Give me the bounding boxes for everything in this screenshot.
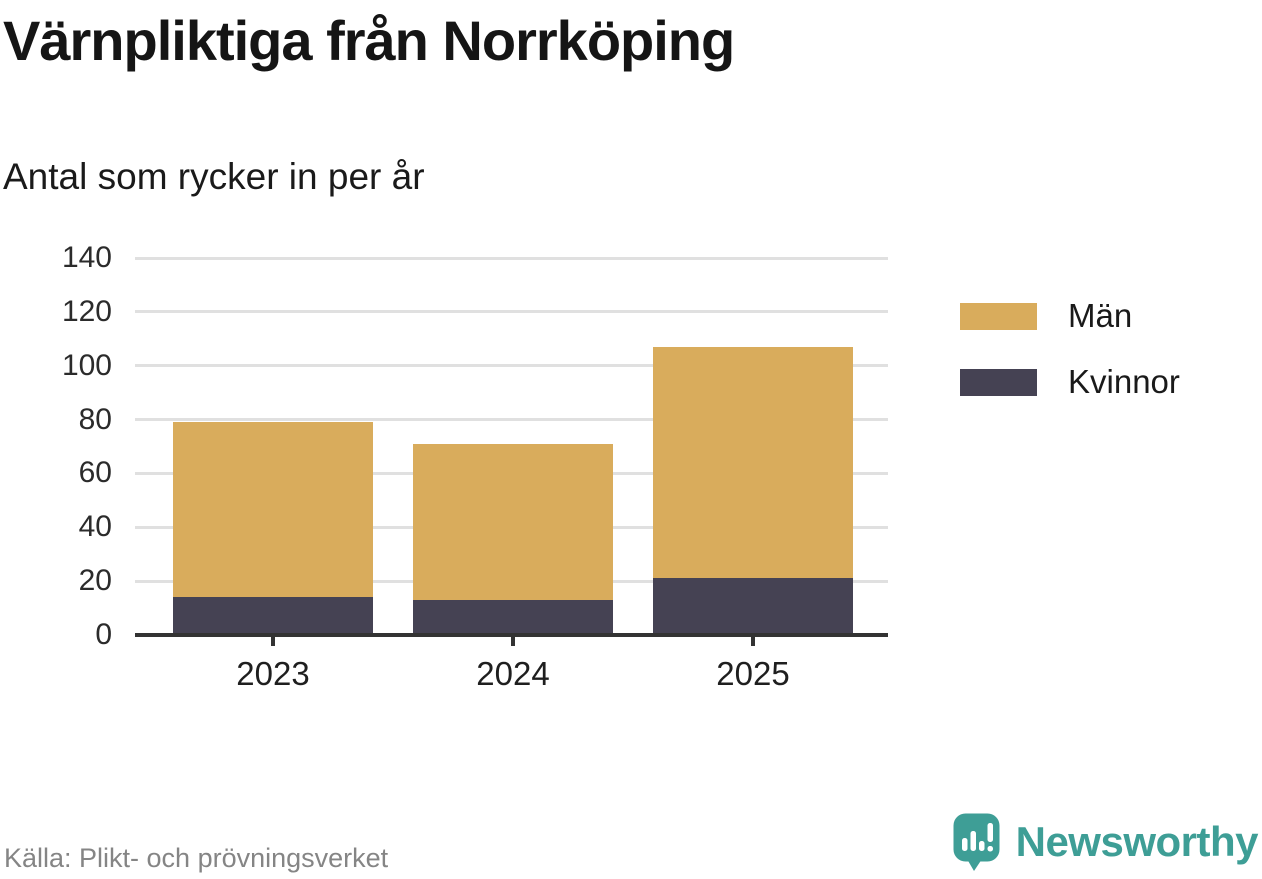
x-tick-label-2025: 2025 [716, 655, 790, 692]
source-credit: Källa: Plikt- och prövningsverket [4, 843, 389, 873]
y-tick-label-20: 20 [78, 564, 112, 598]
x-tick-2023 [271, 637, 275, 646]
bar-2023-kvinnor [173, 597, 373, 635]
chart-subtitle: Antal som rycker in per år [3, 156, 425, 197]
newsworthy-icon [953, 813, 1002, 871]
bar-2024-kvinnor [413, 600, 613, 635]
y-tick-label-0: 0 [95, 618, 112, 651]
legend-label-women: Kvinnor [1068, 363, 1180, 400]
plot-area [135, 256, 888, 635]
x-tick-label-2023: 2023 [236, 655, 310, 692]
y-tick-label-60: 60 [78, 456, 112, 490]
chart-title: Värnpliktiga från Norrköping [3, 9, 735, 72]
x-tick-2025 [751, 637, 755, 646]
bar-2024-man [413, 443, 613, 600]
bar-2025-kvinnor [653, 578, 853, 635]
gridline-140 [135, 256, 888, 260]
y-tick-label-140: 140 [61, 241, 112, 274]
x-tick-2024 [511, 637, 515, 646]
gridline-120 [135, 310, 888, 314]
gridline-80 [135, 418, 888, 422]
legend-swatch-women [960, 368, 1037, 396]
x-tick-label-2024: 2024 [476, 655, 550, 692]
legend-label-men: Män [1068, 297, 1133, 334]
legend-item-men: Män [960, 297, 1180, 335]
legend-item-women: Kvinnor [960, 363, 1180, 401]
bar-2023-man [173, 422, 373, 598]
gridline-100 [135, 364, 888, 368]
x-axis-line [135, 633, 888, 637]
bar-2025-man [653, 346, 853, 579]
y-axis: 0 20 40 60 80 100 120 140 [20, 243, 112, 650]
legend-swatch-men [960, 302, 1037, 330]
brand-logo: Newsworthy [953, 813, 1259, 871]
y-tick-label-80: 80 [78, 402, 112, 436]
y-tick-label-100: 100 [61, 348, 112, 382]
brand-name: Newsworthy [1015, 818, 1259, 865]
legend: Män Kvinnor [960, 297, 1180, 401]
y-tick-label-40: 40 [78, 510, 112, 544]
y-tick-label-120: 120 [61, 294, 112, 328]
